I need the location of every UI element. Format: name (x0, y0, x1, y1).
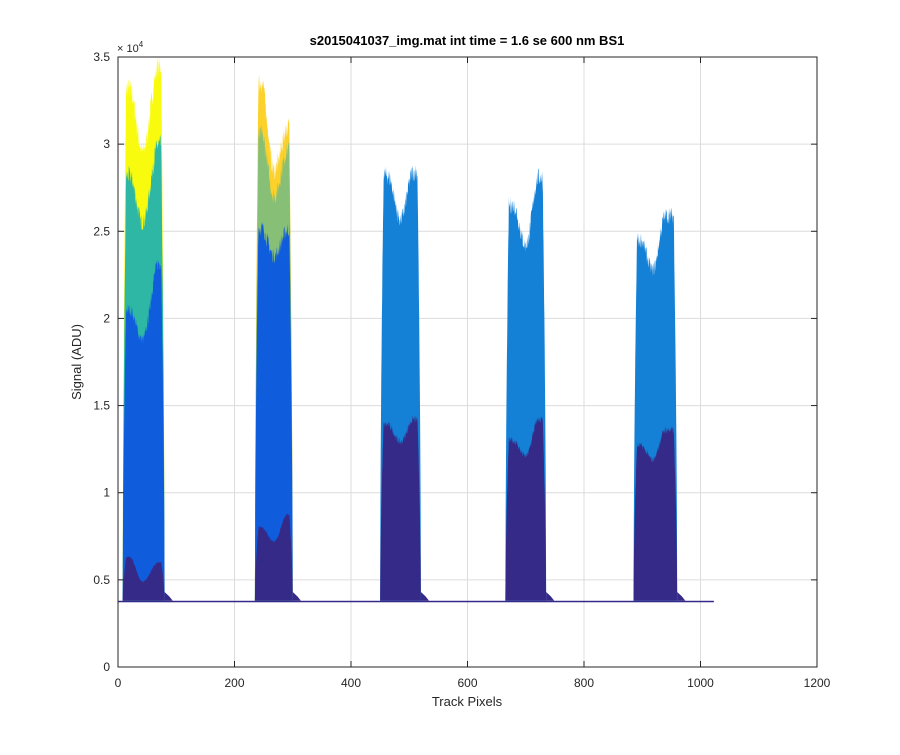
data-area (118, 54, 714, 603)
band-2-layer-1 (253, 513, 294, 601)
y-tick-label: 1.5 (93, 399, 110, 413)
chart-title: s2015041037_img.mat int time = 1.6 se 60… (310, 33, 625, 48)
x-tick-label: 400 (341, 676, 361, 690)
band-4 (504, 168, 555, 601)
band-1-tail (164, 592, 173, 601)
band-4-tail (546, 592, 555, 601)
band-5-layer-1 (632, 426, 679, 601)
grid (118, 57, 817, 667)
band-4-layer-1 (504, 416, 548, 601)
band-3-layer-1 (378, 415, 423, 601)
y-tick-label: 3.5 (93, 50, 110, 64)
y-exponent-power: 4 (139, 40, 144, 49)
y-tick-label: 2 (103, 311, 110, 325)
band-1 (121, 54, 173, 601)
y-tick-label: 1 (103, 486, 110, 500)
band-2 (253, 75, 301, 601)
x-tick-label: 200 (224, 676, 244, 690)
band-2-layer-2 (253, 222, 294, 601)
band-3-tail (420, 592, 430, 601)
y-axis-label: Signal (ADU) (69, 324, 84, 400)
band-5-tail (677, 592, 686, 601)
labels: s2015041037_img.mat int time = 1.6 se 60… (69, 33, 624, 709)
band-1-layer-1 (121, 556, 166, 601)
band-2-tail (292, 592, 301, 601)
x-tick-label: 600 (457, 676, 477, 690)
band-3 (378, 164, 430, 601)
x-tick-label: 1200 (804, 676, 831, 690)
x-tick-label: 0 (115, 676, 122, 690)
y-tick-label: 0.5 (93, 573, 110, 587)
band-1-layer-2 (121, 259, 166, 601)
y-tick-label: 0 (103, 660, 110, 674)
y-axis-exponent: × 104 (117, 40, 144, 55)
y-tick-label: 3 (103, 137, 110, 151)
axes: 0 200 400 600 800 1000 1200 0 0.5 1 1.5 2 2.5 3 3.5 (93, 50, 830, 690)
band-5 (632, 207, 686, 601)
x-axis-label: Track Pixels (432, 694, 503, 709)
x-tick-label: 800 (574, 676, 594, 690)
y-exponent-base: × 10 (117, 43, 139, 55)
x-tick-label: 1000 (687, 676, 714, 690)
baseline-trace (118, 600, 714, 603)
y-tick-label: 2.5 (93, 224, 110, 238)
